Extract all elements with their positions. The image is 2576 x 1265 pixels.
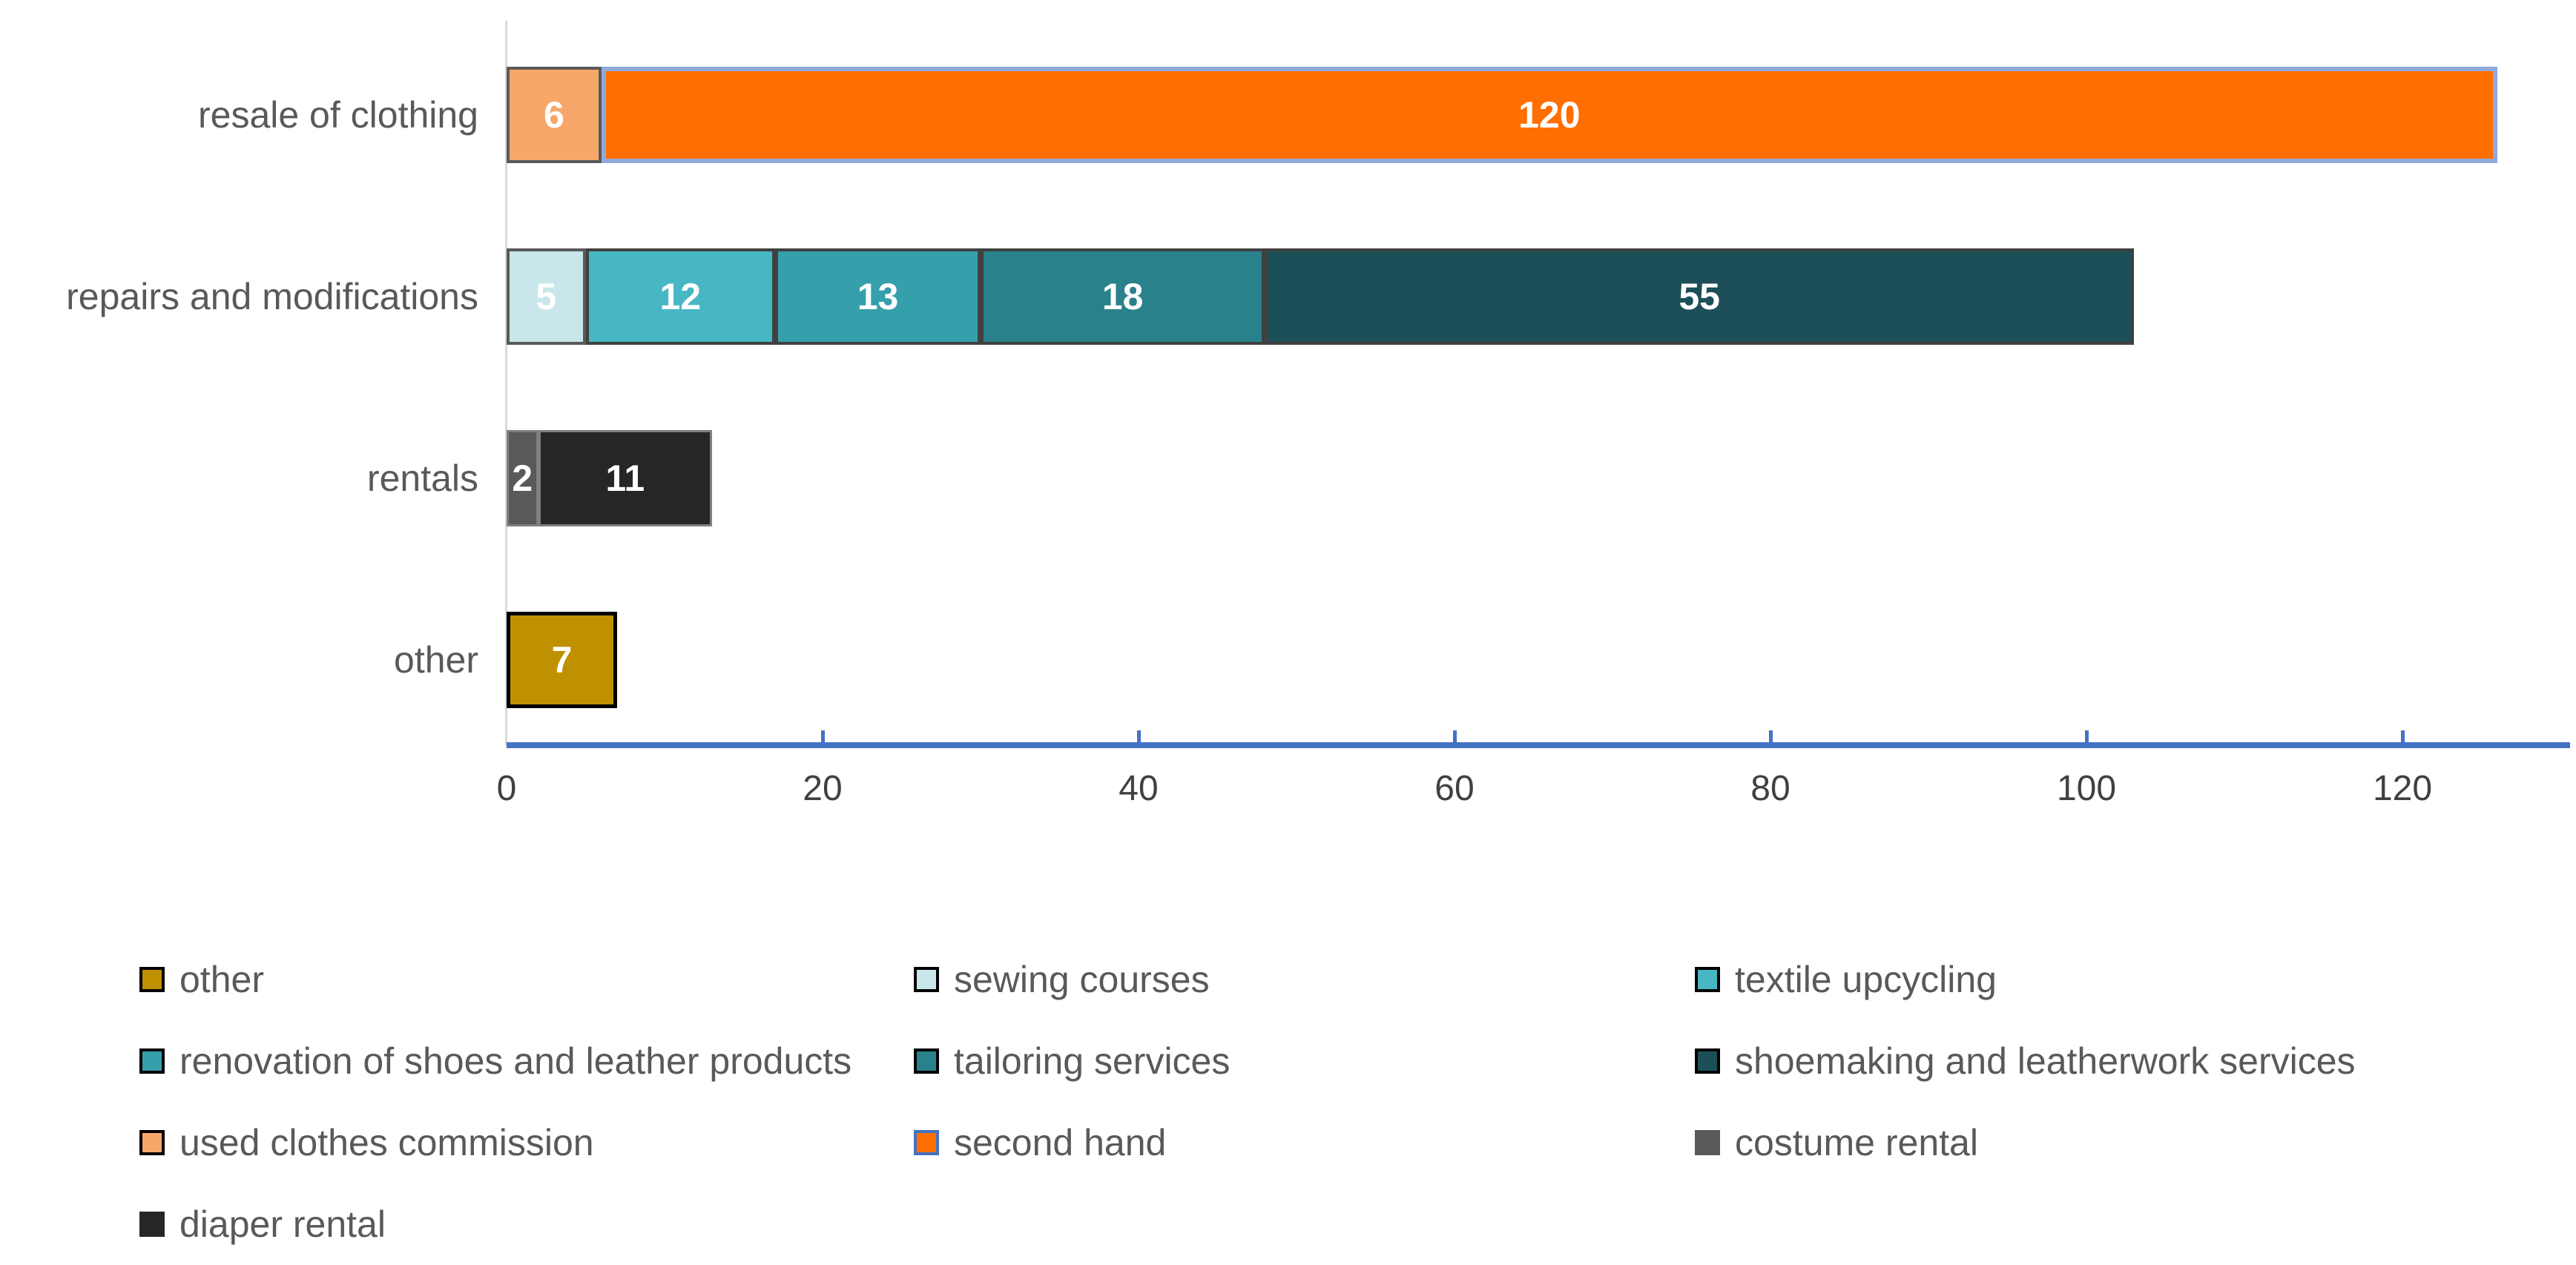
x-tick-mark-60	[1453, 730, 1457, 742]
legend-swatch-icon	[914, 1130, 939, 1155]
legend-label: costume rental	[1735, 1122, 1978, 1163]
plot-area: resale of clothing repairs and modificati…	[66, 21, 2570, 808]
x-tick-label-100: 100	[2056, 769, 2117, 808]
bar-segment-costume-rental: 2	[507, 430, 538, 526]
legend-item-second-hand: second hand	[914, 1121, 1695, 1164]
legend-label: textile upcycling	[1735, 959, 1997, 1000]
x-tick-label-60: 60	[1434, 769, 1475, 808]
legend-swatch-icon	[1695, 1130, 1720, 1155]
legend-item-tailoring-services: tailoring services	[914, 1040, 1695, 1083]
legend: other sewing courses textile upcycling reno…	[139, 939, 2569, 1265]
legend-swatch-icon	[139, 967, 165, 992]
legend-label: diaper rental	[179, 1203, 386, 1245]
legend-swatch-icon	[139, 1048, 165, 1074]
legend-label: tailoring services	[954, 1040, 1231, 1082]
bar-repairs-and-modifications: 5 12 13 18 55	[507, 248, 2134, 345]
x-tick-label-40: 40	[1119, 769, 1159, 808]
x-tick-label-80: 80	[1750, 769, 1791, 808]
bar-segment-used-clothes-commission: 6	[507, 67, 602, 163]
legend-swatch-icon	[1695, 1048, 1720, 1074]
legend-swatch-icon	[914, 1048, 939, 1074]
bar-other: 7	[507, 612, 618, 708]
value-label: 13	[857, 276, 899, 317]
legend-label: other	[179, 959, 264, 1000]
legend-label: renovation of shoes and leather products	[179, 1040, 852, 1082]
value-label: 7	[551, 639, 573, 681]
x-tick-mark-120	[2401, 730, 2405, 742]
legend-item-costume-rental: costume rental	[1695, 1121, 2569, 1164]
bar-segment-other: 7	[507, 612, 618, 708]
value-label: 11	[605, 458, 645, 499]
x-tick-mark-40	[1137, 730, 1141, 742]
bar-rentals: 2 11	[507, 430, 712, 526]
value-label: 120	[1518, 94, 1581, 136]
bar-segment-sewing-courses: 5	[507, 248, 586, 345]
y-axis-line	[505, 21, 507, 746]
x-tick-label-120: 120	[2372, 769, 2433, 808]
legend-item-shoemaking-and-leatherwork-services: shoemaking and leatherwork services	[1695, 1040, 2569, 1083]
legend-swatch-icon	[139, 1130, 165, 1155]
legend-swatch-icon	[914, 967, 939, 992]
x-tick-mark-20	[821, 730, 825, 742]
category-label-repairs-and-modifications: repairs and modifications	[66, 276, 478, 317]
legend-label: shoemaking and leatherwork services	[1735, 1040, 2356, 1082]
legend-item-diaper-rental: diaper rental	[139, 1203, 914, 1246]
x-tick-mark-100	[2085, 730, 2089, 742]
value-label: 2	[512, 458, 533, 499]
bar-segment-second-hand: 120	[601, 67, 2497, 163]
legend-item-renovation-of-shoes-and-leather-products: renovation of shoes and leather products	[139, 1040, 914, 1083]
legend-label: used clothes commission	[179, 1122, 594, 1163]
x-tick-label-20: 20	[803, 769, 843, 808]
x-tick-label-0: 0	[496, 769, 517, 808]
bar-resale-of-clothing: 6 120	[507, 67, 2497, 163]
bar-segment-shoemaking-and-leatherwork-services: 55	[1265, 248, 2134, 345]
category-label-rentals: rentals	[366, 458, 478, 499]
legend-item-sewing-courses: sewing courses	[914, 958, 1695, 1001]
legend-item-other: other	[139, 958, 914, 1001]
category-label-other: other	[394, 639, 478, 681]
bar-segment-diaper-rental: 11	[538, 430, 712, 526]
legend-label: sewing courses	[954, 959, 1210, 1000]
value-label: 5	[536, 276, 557, 317]
value-label: 18	[1101, 276, 1144, 317]
bar-segment-textile-upcycling: 12	[585, 248, 776, 345]
legend-item-used-clothes-commission: used clothes commission	[139, 1121, 914, 1164]
x-tick-mark-80	[1769, 730, 1773, 742]
legend-item-textile-upcycling: textile upcycling	[1695, 958, 2569, 1001]
value-label: 12	[659, 276, 702, 317]
x-axis-line	[507, 742, 2570, 748]
bar-segment-renovation-of-shoes-and-leather-products: 13	[775, 248, 981, 345]
value-label: 55	[1679, 276, 1720, 317]
category-label-resale-of-clothing: resale of clothing	[197, 94, 478, 136]
legend-swatch-icon	[1695, 967, 1720, 992]
value-label: 6	[543, 94, 564, 136]
legend-label: second hand	[954, 1122, 1167, 1163]
legend-swatch-icon	[139, 1212, 165, 1237]
bar-segment-tailoring-services: 18	[980, 248, 1265, 345]
